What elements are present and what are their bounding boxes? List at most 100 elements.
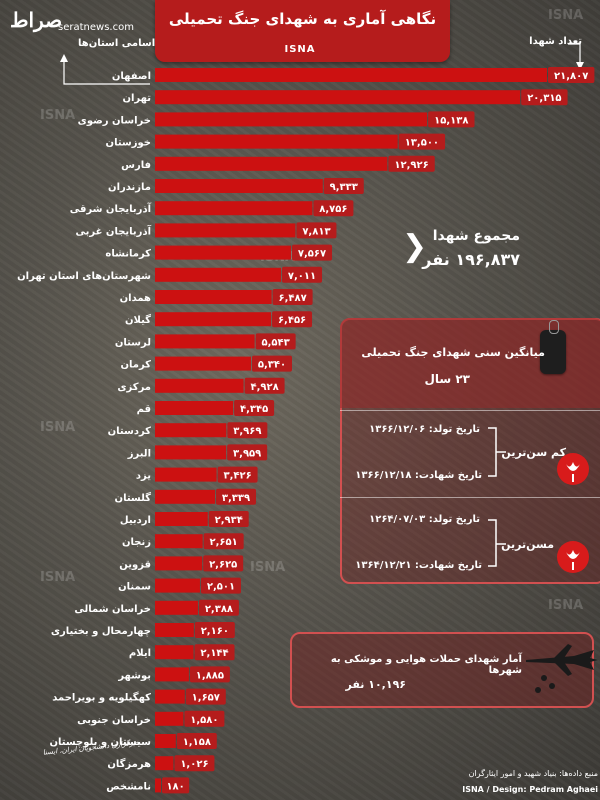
value-label-box: [203, 533, 244, 550]
value-label: ۱,۸۸۵: [196, 670, 224, 681]
site-url: seratnews.com: [58, 22, 134, 33]
value-label-box: [323, 178, 364, 194]
value-label: ۲,۵۰۱: [207, 582, 235, 593]
category-axis-label: اسامی استان‌ها: [78, 38, 156, 49]
value-axis-arrow: [568, 43, 581, 64]
watermark: ISNA: [40, 420, 76, 435]
value-label-box: [234, 400, 275, 416]
value-label-box: [388, 155, 435, 172]
value-label: ۱,۵۸۰: [190, 715, 218, 726]
watermark: ISNA: [548, 598, 584, 613]
bar: [155, 179, 323, 193]
value-label-box: [548, 67, 595, 83]
value-label-box: [176, 733, 217, 749]
bar: [155, 90, 521, 105]
arrow-head-icon: [60, 54, 68, 62]
bar: [155, 68, 547, 82]
bar: [155, 356, 251, 371]
watermark: ISNA: [250, 560, 286, 575]
category-label: خراسان شمالی: [74, 604, 151, 615]
value-label-box: [428, 111, 475, 128]
value-label: ۱۳,۵۰۰: [405, 138, 439, 149]
watermark: ISNA: [40, 570, 76, 585]
value-label: ۲,۳۸۸: [205, 604, 233, 615]
page-title: نگاهی آماری به شهدای جنگ تحمیلی: [168, 10, 437, 28]
value-label-box: [162, 777, 190, 794]
category-label: هرمزگان: [107, 757, 151, 770]
value-label-box: [398, 133, 446, 150]
category-label: مرکزی: [117, 382, 151, 393]
bar: [155, 734, 176, 748]
average-age-value: ۲۳ سال: [424, 372, 470, 386]
bar: [155, 156, 388, 171]
bar: [155, 578, 200, 593]
category-label: زنجان: [122, 537, 151, 548]
category-label: تهران: [122, 93, 151, 104]
category-label: کهگیلویه و بویراحمد: [52, 691, 151, 704]
value-label-box: [217, 466, 258, 483]
missile-stats-panel: [290, 632, 594, 708]
category-label: نامشخص: [106, 781, 151, 792]
value-label: ۳,۹۵۹: [233, 448, 261, 459]
bar: [155, 512, 208, 526]
tulip-icon: [557, 453, 589, 485]
value-label: ۱,۰۲۶: [180, 759, 208, 770]
average-age-title: میانگین سنی شهدای جنگ تحمیلی: [361, 346, 545, 359]
bar: [155, 134, 398, 149]
fighter-jet-icon: [526, 644, 598, 693]
value-label: ۱۸۰: [166, 781, 184, 792]
dog-tag-icon: [540, 320, 566, 374]
bar: [155, 645, 194, 660]
bar: [155, 245, 292, 260]
category-label: مازندران: [108, 182, 151, 193]
value-label-box: [174, 755, 215, 772]
value-label: ۴,۳۴۵: [240, 404, 268, 415]
value-label-box: [194, 644, 235, 661]
value-axis-label: تعداد شهدا: [529, 36, 582, 47]
watermark: ISNA: [40, 108, 76, 123]
value-label-box: [200, 577, 241, 594]
isna-badge: ISNA: [284, 44, 316, 55]
category-label: همدان: [120, 293, 151, 304]
bar: [155, 534, 203, 549]
value-label-box: [292, 244, 333, 261]
bar: [155, 689, 185, 704]
category-label: آذربایجان غربی: [76, 224, 152, 237]
bar: [155, 556, 203, 571]
value-label: ۲,۶۲۵: [209, 559, 237, 570]
total-title: مجموع شهدا: [432, 228, 520, 244]
oldest-death-date: تاریخ شهادت: ۱۳۶۴/۱۲/۲۱: [355, 560, 482, 571]
category-label: فارس: [121, 160, 151, 171]
bar: [155, 711, 184, 726]
category-label: آذربایجان شرقی: [70, 202, 152, 215]
value-label: ۷,۰۱۱: [288, 271, 316, 282]
value-label-box: [216, 488, 257, 505]
oldest-label: مسن‌ترین: [501, 538, 554, 551]
value-label-box: [189, 666, 230, 683]
value-label-box: [255, 333, 296, 350]
value-label-box: [272, 311, 313, 328]
value-label: ۸,۷۵۶: [319, 204, 347, 215]
value-label-box: [227, 444, 268, 461]
category-label: اصفهان: [112, 71, 151, 82]
category-label: البرز: [127, 448, 151, 459]
divider: [340, 497, 600, 498]
value-label: ۱,۶۵۷: [192, 693, 220, 704]
bar: [155, 401, 234, 415]
category-label: قزوین: [119, 559, 151, 570]
category-label: لرستان: [115, 337, 151, 348]
category-axis-arrow: [63, 60, 150, 85]
category-label: سیستان و بلوچستان: [49, 737, 151, 748]
value-label: ۲۱,۸۰۷: [554, 71, 588, 82]
value-label-box: [185, 688, 226, 705]
bar: [155, 223, 296, 238]
value-label-box: [227, 422, 268, 439]
category-label: اردبیل: [120, 515, 151, 526]
value-label: ۱۵,۱۳۸: [434, 115, 468, 126]
bar: [155, 290, 272, 304]
value-label: ۹,۳۳۳: [330, 182, 358, 193]
chevron-right-icon: ❯: [402, 229, 428, 264]
bar: [155, 489, 216, 504]
bar: [155, 778, 161, 793]
site-logo: صراط: [10, 8, 63, 32]
